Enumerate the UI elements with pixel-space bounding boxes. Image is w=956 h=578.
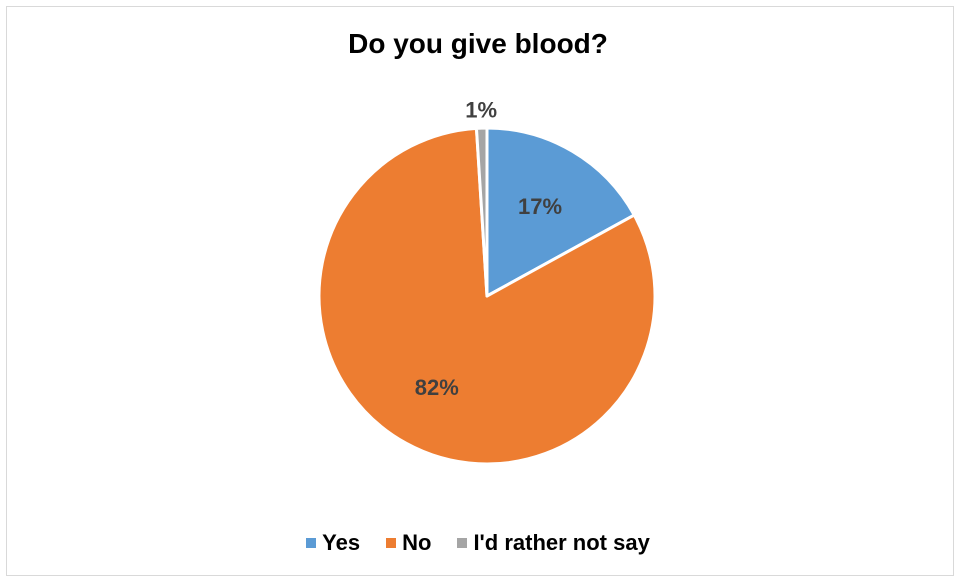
slice-rather-not-say	[474, 126, 489, 298]
slice-yes	[485, 126, 636, 298]
data-label-no: 82%	[415, 375, 459, 400]
data-label-rather-not-say: 1%	[465, 98, 497, 123]
data-label-yes: 17%	[518, 194, 562, 219]
legend-label-yes: Yes	[322, 530, 361, 555]
legend-label-rather-not-say: I'd rather not say	[473, 530, 650, 555]
legend: Yes No I'd rather not say	[0, 530, 956, 556]
legend-item-no: No	[386, 530, 431, 556]
chart-title: Do you give blood?	[348, 28, 608, 59]
legend-item-yes: Yes	[306, 530, 360, 556]
legend-swatch-no	[386, 538, 397, 548]
legend-swatch-rather-not-say	[457, 538, 468, 548]
legend-label-no: No	[402, 530, 432, 555]
legend-swatch-yes	[306, 538, 317, 548]
legend-item-rather-not-say: I'd rather not say	[457, 530, 650, 556]
